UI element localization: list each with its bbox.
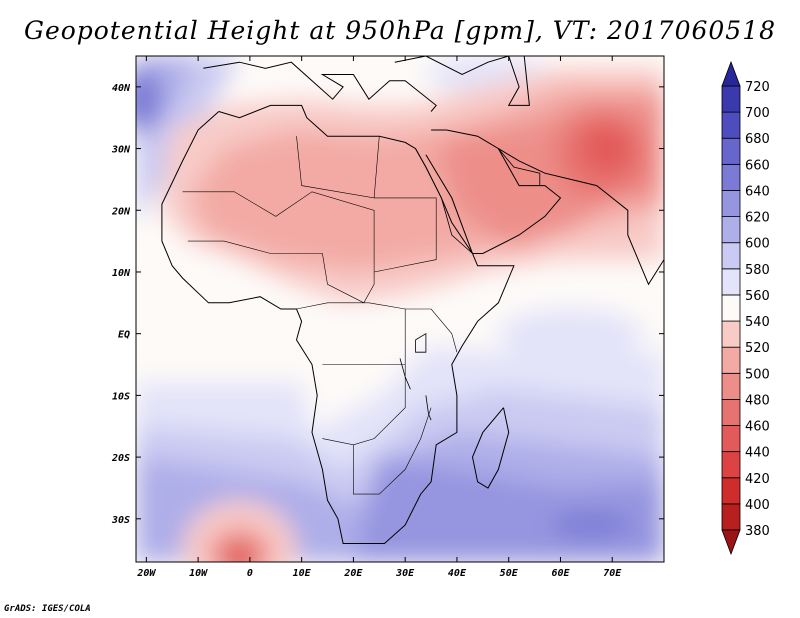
colorbar-box [721,216,741,244]
border-3 [374,197,437,273]
grads-credit: GrADS: IGES/COLA [4,604,91,614]
europe [203,61,437,112]
north-red-5 [260,136,323,186]
y-tick-label: 10S [112,391,130,402]
colorbar-top-triangle [721,60,741,87]
colorbar-box [721,503,741,531]
x-tick-label: 0 [247,568,253,579]
y-tick-label: 30S [111,515,130,526]
x-tick-label: 70E [603,568,622,579]
colorbar: 380 400 420 440 460 480 500 520 540 560 580 600 620 6… [721,60,770,556]
africa-coast [161,104,515,544]
colorbar-box [721,137,741,165]
colorbar-box [721,399,741,426]
colorbar-label: 540 [745,315,770,330]
plot-area [136,56,664,562]
colorbar-label: 680 [745,132,770,147]
colorbar-label: 560 [745,289,770,304]
colorbar-box [721,268,741,296]
x-tick-label: 10W [189,568,208,579]
sa-red-3 [224,546,256,562]
madagascar [471,407,510,489]
colorbar-box [721,85,741,113]
chart-title: Geopotential Height at 950hPa [gpm], VT:… [23,16,777,45]
colorbar-bottom-triangle [721,529,741,556]
colorbar-box [721,346,741,374]
colorbar-label: 620 [745,211,770,226]
border-5 [353,407,432,495]
x-tick-label: 10E [293,568,312,579]
lake-victoria [415,332,427,353]
colorbar-label: 520 [745,341,770,356]
sa-red-2 [208,528,271,562]
y-tick-label: 10N [112,268,131,279]
colorbar-box [721,320,741,348]
y-tick-label: 20N [111,206,131,217]
coastlines [161,56,664,544]
x-tick-label: 40E [448,568,467,579]
colorbar-box [721,111,741,139]
colorbar-box [721,163,741,191]
lake-tanganyika [399,358,411,390]
north-red-7 [581,123,633,174]
x-tick-label: 50E [500,568,519,579]
colorbar-box [721,242,741,270]
colorbar-label: 720 [745,80,770,95]
y-tick-label: 30N [111,145,131,156]
plot-frame [135,55,665,563]
nw-blue-3 [136,68,162,131]
colorbar-label: 480 [745,393,770,408]
y-tick-label: 40N [112,83,131,94]
north-red-4 [488,173,551,248]
border-2 [296,136,380,199]
x-axis: 20W 10W 0 10E 20E 30E 40E 50E 60E 70E [136,56,622,579]
colorbar-label: 600 [745,237,770,252]
caspian-black [394,56,530,106]
arabia [425,129,562,254]
border-7 [296,302,406,310]
border-1 [182,191,375,304]
south-blue-5 [550,512,633,538]
x-tick-label: 30E [395,568,415,579]
colorbar-label: 420 [745,472,770,487]
red-sea [415,148,473,254]
x-tick-label: 20W [136,568,156,579]
x-tick-label: 20E [343,568,363,579]
colorbar-box [721,451,741,479]
y-tick-label: 20S [111,453,130,464]
colorbar-label: 700 [745,106,770,121]
y-axis: 40N 30N 20N 10N EQ 10S 20S 30S [111,83,664,526]
colorbar-box [721,294,741,322]
border-4 [322,364,406,446]
colorbar-label: 440 [745,446,770,461]
colorbar-label: 460 [745,420,770,435]
colorbar-box [721,190,741,217]
colorbar-label: 660 [745,158,770,173]
colorbar-box [721,425,741,453]
border-6 [404,308,458,365]
colorbar-label: 500 [745,367,770,382]
y-tick-label: EQ [118,330,130,341]
eq-blue-1 [498,309,644,359]
colorbar-label: 580 [745,263,770,278]
lake-malawi [425,395,432,421]
persian-gulf [498,148,541,186]
colorbar-box [721,372,741,400]
x-tick-label: 60E [551,568,570,579]
field-blobs [136,56,664,562]
height-field [136,56,664,562]
colorbar-label: 380 [745,524,770,539]
colorbar-label: 640 [745,184,770,199]
colorbar-label: 400 [745,498,770,513]
colorbar-box [721,477,741,505]
iran-pak [498,148,664,286]
